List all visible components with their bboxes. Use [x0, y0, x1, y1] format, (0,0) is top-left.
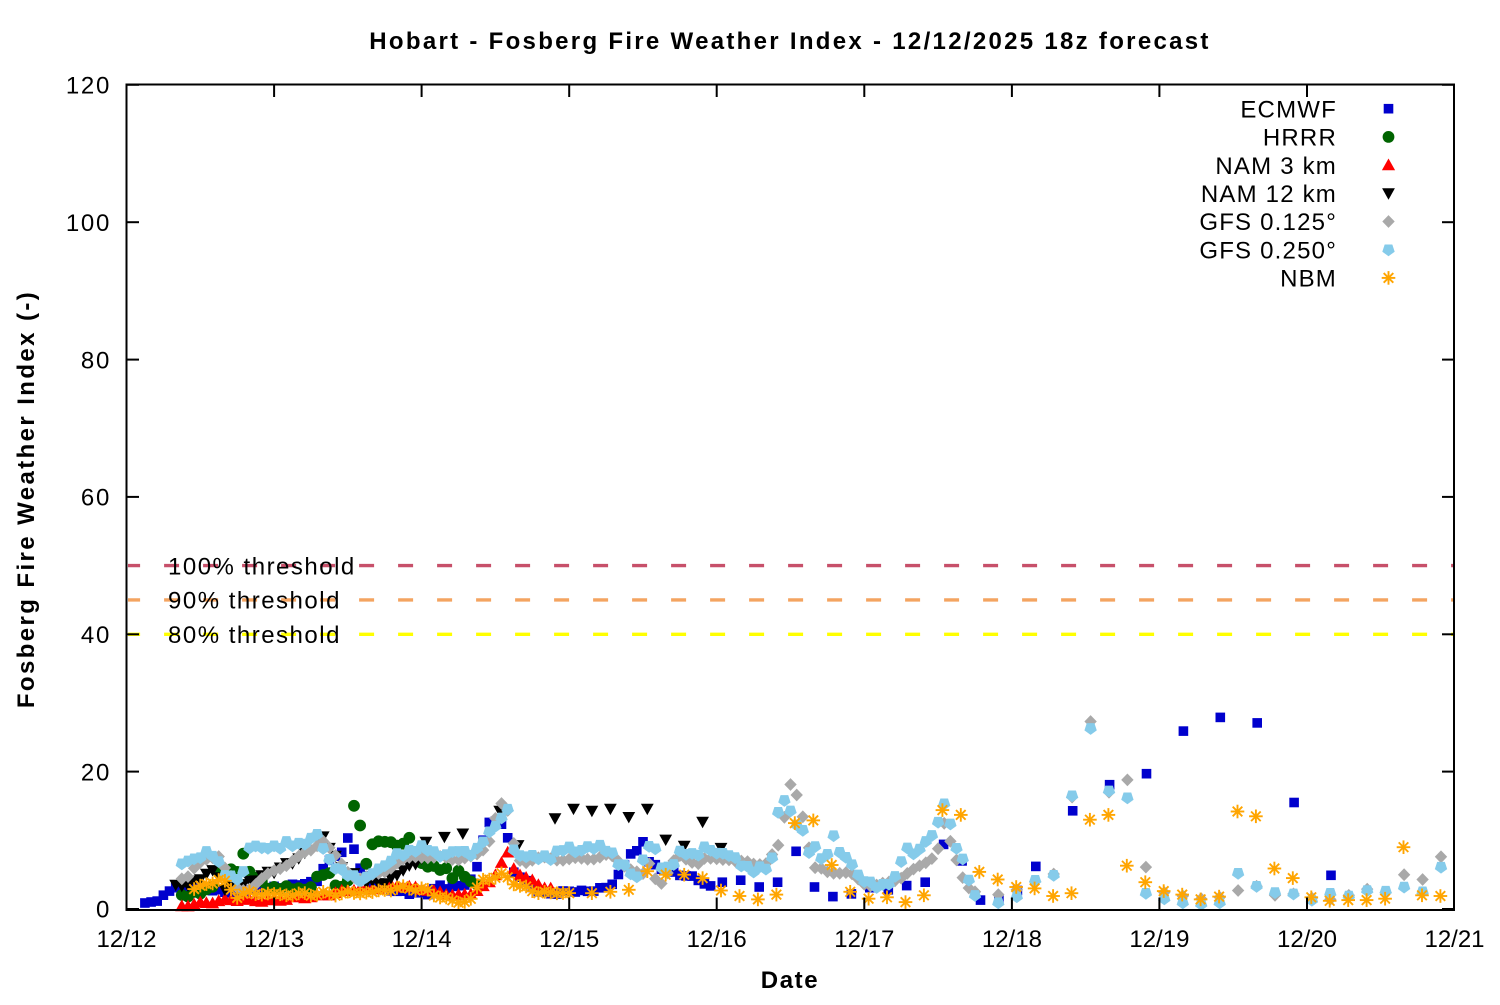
svg-text:12/14: 12/14: [392, 926, 452, 953]
svg-text:12/18: 12/18: [982, 926, 1042, 953]
svg-text:12/17: 12/17: [834, 926, 894, 953]
svg-text:90% threshold: 90% threshold: [168, 588, 341, 615]
svg-text:12/15: 12/15: [539, 926, 599, 953]
svg-text:20: 20: [81, 759, 111, 786]
svg-text:12/12: 12/12: [96, 926, 156, 953]
svg-text:HRRR: HRRR: [1263, 125, 1337, 152]
svg-text:0: 0: [96, 897, 111, 924]
svg-text:12/19: 12/19: [1129, 926, 1189, 953]
svg-text:GFS 0.125°: GFS 0.125°: [1199, 209, 1337, 236]
svg-text:ECMWF: ECMWF: [1240, 96, 1337, 123]
svg-text:80% threshold: 80% threshold: [168, 622, 341, 649]
svg-text:12/20: 12/20: [1277, 926, 1337, 953]
svg-text:Fosberg Fire Weather Index (-): Fosberg Fire Weather Index (-): [13, 290, 40, 708]
svg-text:NBM: NBM: [1280, 266, 1337, 293]
svg-text:100% threshold: 100% threshold: [168, 553, 356, 580]
svg-text:NAM 3 km: NAM 3 km: [1215, 153, 1337, 180]
svg-text:120: 120: [66, 73, 111, 100]
svg-text:100: 100: [66, 210, 111, 237]
svg-text:Date: Date: [761, 967, 819, 994]
svg-text:NAM 12 km: NAM 12 km: [1201, 181, 1337, 208]
svg-text:GFS 0.250°: GFS 0.250°: [1199, 237, 1337, 264]
svg-text:12/21: 12/21: [1424, 926, 1484, 953]
svg-text:Hobart - Fosberg Fire Weather: Hobart - Fosberg Fire Weather Index - 12…: [369, 28, 1210, 55]
svg-text:12/16: 12/16: [687, 926, 747, 953]
svg-text:60: 60: [81, 485, 111, 512]
svg-text:12/13: 12/13: [244, 926, 304, 953]
svg-text:40: 40: [81, 622, 111, 649]
svg-text:80: 80: [81, 347, 111, 374]
